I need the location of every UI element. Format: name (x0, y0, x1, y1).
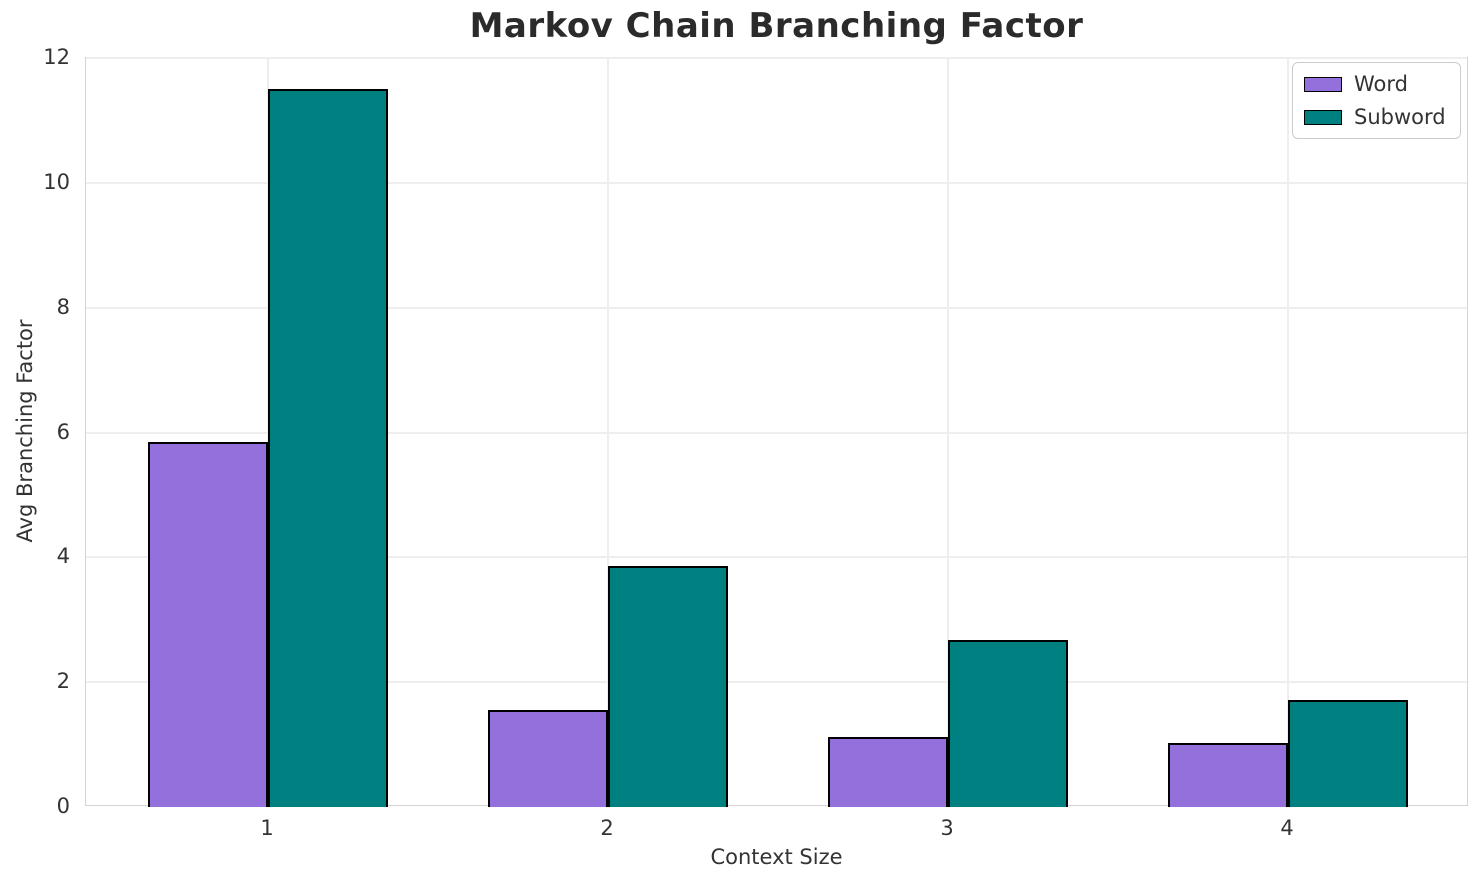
legend-swatch-word (1304, 76, 1342, 92)
bar-word-4 (1168, 743, 1288, 807)
legend-label-subword: Subword (1354, 105, 1446, 129)
gridline-x-3 (947, 58, 949, 805)
bar-word-2 (488, 710, 608, 807)
gridline-y-4 (86, 556, 1467, 559)
ytick-12: 12 (43, 45, 70, 69)
xtick-3: 3 (940, 816, 954, 840)
legend: Word Subword (1292, 62, 1461, 139)
bar-subword-3 (948, 640, 1068, 807)
legend-item-subword: Subword (1304, 105, 1446, 129)
bar-subword-4 (1288, 700, 1408, 807)
chart-title: Markov Chain Branching Factor (469, 6, 1084, 46)
ytick-6: 6 (56, 419, 70, 444)
bar-word-3 (828, 737, 948, 807)
ytick-0: 0 (56, 794, 70, 818)
xtick-4: 4 (1280, 816, 1294, 840)
gridline-y-2 (86, 681, 1467, 684)
legend-label-word: Word (1354, 72, 1408, 96)
gridline-y-10 (86, 181, 1467, 184)
bar-subword-1 (268, 89, 388, 807)
x-axis-label: Context Size (710, 845, 843, 869)
xtick-1: 1 (260, 816, 274, 840)
plot-area (85, 57, 1468, 807)
xtick-2: 2 (600, 816, 614, 840)
gridline-y-6 (86, 431, 1467, 434)
ytick-10: 10 (43, 169, 70, 194)
gridline-x-4 (1287, 58, 1289, 805)
legend-item-word: Word (1304, 72, 1446, 96)
bar-subword-2 (608, 566, 728, 807)
y-axis-label: Avg Branching Factor (13, 319, 37, 543)
gridline-y-8 (86, 306, 1467, 309)
gridline-x-2 (607, 58, 609, 805)
legend-swatch-subword (1304, 109, 1342, 125)
ytick-4: 4 (56, 544, 70, 569)
bar-word-1 (148, 442, 268, 807)
gridline-y-12 (86, 57, 1467, 59)
ytick-8: 8 (56, 294, 70, 319)
ytick-2: 2 (56, 669, 70, 694)
